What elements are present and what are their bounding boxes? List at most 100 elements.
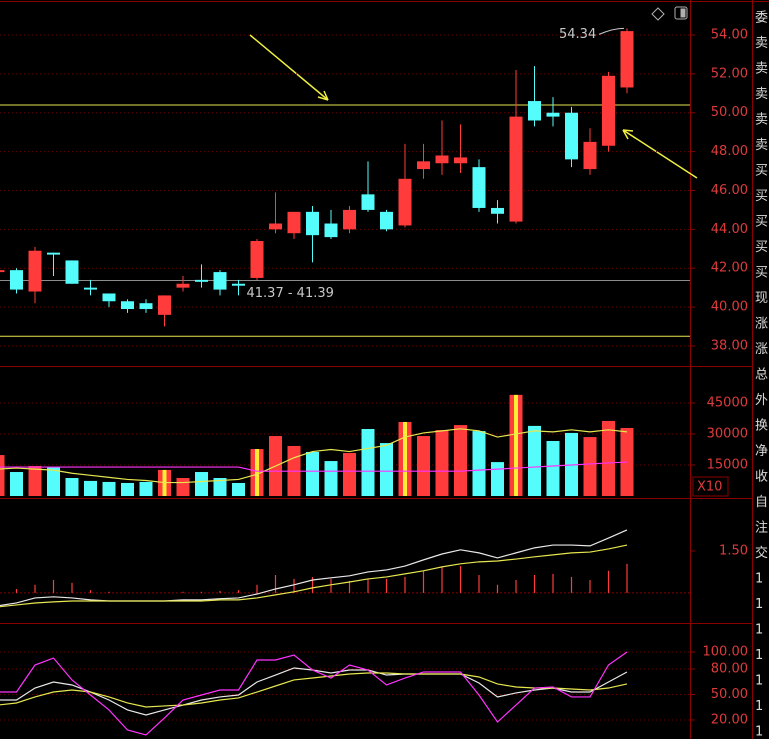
volume-bar [361,429,375,496]
side-label: 买 [755,240,768,255]
volume-bar [528,425,541,496]
volume-bar [546,440,560,496]
candle-body [565,112,578,160]
candle-body [195,279,208,282]
candle-body [232,283,245,286]
candle-body [324,223,338,238]
volume-bar [139,481,153,496]
candle-body [306,211,319,236]
volume-bar [435,430,449,496]
candle-body [472,167,486,208]
range-label: 41.37 - 41.39 [247,286,334,301]
volume-bar [0,455,5,496]
arrow [622,129,698,179]
side-label: 卖 [755,62,768,77]
volume-bar [28,466,42,496]
side-label: 卖 [755,113,768,128]
diamond-icon[interactable] [651,7,665,21]
arrow-head [622,129,634,140]
side-label: 自 [755,495,768,510]
volume-bar [176,478,190,496]
top-icons[interactable] [651,6,688,21]
side-label: 总 [755,368,768,383]
volume-bar [602,420,615,496]
volume-bar [10,472,23,496]
volume-bar [454,425,467,496]
candle-body [213,272,227,290]
indicator-line [0,672,628,708]
arrows [249,34,698,179]
candle-body [84,287,97,290]
y-tick-label: 100.00 [703,645,749,660]
volume-bar [232,482,245,496]
candle-body [509,116,523,222]
unit-label: X10 [697,480,722,495]
side-label: 外 [755,393,768,408]
side-label: 1 [755,597,763,612]
volume-bar [306,451,319,496]
y-tick-label: 44.00 [711,222,748,237]
volume-bar [417,436,430,496]
volume-bar [324,461,338,496]
volume-bar [620,427,634,496]
side-label: 卖 [755,138,768,153]
candle-body [398,178,412,226]
side-label: 1 [755,623,763,638]
side-label: 1 [755,674,763,689]
volume-bar [65,478,79,496]
y-tick-label: 52.00 [711,66,748,81]
volume-bar [213,478,227,496]
max-price-label: 54.34 [559,27,596,42]
candle-body [620,31,634,88]
candle-body [176,283,190,288]
candle-body [102,293,116,302]
max-price-pointer [598,27,625,35]
y-tick-label: 50.00 [711,687,748,702]
volume-bar [343,452,356,496]
side-label: 涨 [755,342,768,357]
candle-body [269,223,282,230]
side-label: 涨 [755,317,768,332]
candle-body [287,211,301,234]
side-label: 现 [755,291,768,306]
side-label: 卖 [755,36,768,51]
arrow [249,34,329,101]
candle-body [139,303,153,310]
volume-bar [102,481,116,496]
side-label: 买 [755,215,768,230]
volume-highlight [514,394,518,496]
candle-body [343,209,356,230]
arrow-head [317,90,329,101]
volume-bar [380,443,393,496]
candle-body [491,207,504,214]
candle-body [380,211,393,230]
unit-box [692,476,729,497]
y-tick-label: 80.00 [711,662,748,677]
window-icon[interactable] [674,6,688,20]
candle-body [47,252,60,255]
volume-bar [583,437,597,496]
candle-body [435,155,449,164]
side-label: 买 [755,164,768,179]
volume-bar [195,472,208,496]
candle-body [417,161,430,170]
volume-bar [121,482,134,496]
volume-bar [84,480,97,496]
volume-bar [491,462,504,496]
volume-bar [472,431,486,496]
indicator-line [0,651,628,736]
candle-body [158,295,171,315]
y-tick-label: 48.00 [711,144,748,159]
y-tick-label: 50.00 [711,105,748,120]
candle-body [65,260,79,284]
candle-body [528,101,541,121]
side-label: 卖 [755,87,768,102]
candle-body [250,241,264,278]
side-label: 换 [755,419,768,434]
side-label: 1 [755,648,763,663]
y-tick-label: 40.00 [711,300,748,315]
side-label: 买 [755,266,768,281]
